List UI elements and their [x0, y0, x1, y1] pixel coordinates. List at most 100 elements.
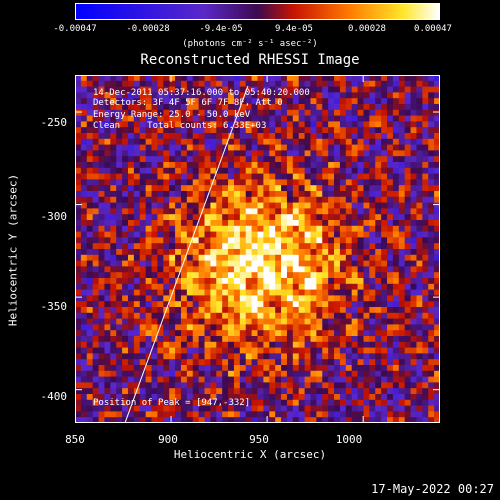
heatmap-cell: [404, 220, 412, 227]
heatmap-cell: [304, 80, 311, 88]
heatmap-cell: [169, 417, 176, 423]
heatmap-cell: [316, 411, 323, 418]
heatmap-cell: [298, 266, 306, 273]
heatmap-cell: [186, 417, 194, 423]
heatmap-cell: [110, 162, 117, 169]
heatmap-cell: [269, 202, 276, 209]
heatmap-cell: [233, 249, 241, 256]
heatmap-cell: [387, 109, 394, 117]
heatmap-cell: [434, 272, 440, 279]
heatmap-cell: [298, 307, 306, 314]
heatmap-cell: [75, 243, 82, 250]
heatmap-cell: [104, 376, 111, 383]
heatmap-cell: [92, 272, 100, 279]
heatmap-cell: [216, 173, 223, 180]
heatmap-cell: [198, 86, 206, 93]
heatmap-cell: [98, 266, 105, 273]
heatmap-cell: [157, 167, 164, 175]
heatmap-cell: [145, 231, 153, 238]
heatmap-cell: [316, 150, 323, 157]
heatmap-cell: [110, 173, 117, 180]
heatmap-cell: [210, 399, 217, 407]
heatmap-cell: [392, 115, 400, 122]
heatmap-cell: [157, 295, 164, 302]
heatmap-cell: [127, 347, 135, 354]
heatmap-cell: [92, 191, 100, 198]
heatmap-cell: [92, 133, 100, 140]
heatmap-cell: [98, 260, 105, 267]
heatmap-cell: [80, 417, 88, 423]
heatmap-cell: [127, 307, 135, 314]
heatmap-cell: [98, 162, 105, 169]
heatmap-cell: [104, 75, 111, 82]
heatmap-cell: [228, 254, 235, 262]
heatmap-cell: [251, 382, 258, 389]
heatmap-cell: [169, 196, 176, 204]
heatmap-cell: [410, 104, 417, 111]
heatmap-cell: [104, 341, 111, 349]
heatmap-cell: [210, 104, 217, 111]
heatmap-cell: [122, 104, 129, 111]
heatmap-cell: [145, 347, 153, 354]
heatmap-cell: [139, 185, 147, 192]
heatmap-cell: [375, 173, 382, 180]
heatmap-cell: [104, 86, 111, 93]
heatmap-cell: [245, 272, 253, 279]
x-axis-label: Heliocentric X (arcsec): [173, 448, 327, 461]
heatmap-cell: [139, 80, 147, 88]
heatmap-cell: [351, 254, 359, 262]
heatmap-cell: [116, 109, 123, 117]
heatmap-cell: [292, 394, 300, 401]
heatmap-cell: [381, 411, 388, 418]
heatmap-cell: [245, 417, 253, 423]
heatmap-cell: [292, 289, 300, 296]
heatmap-cell: [204, 196, 211, 204]
heatmap-cell: [363, 347, 370, 354]
heatmap-cell: [404, 394, 412, 401]
heatmap-cell: [410, 202, 417, 209]
heatmap-cell: [257, 127, 264, 134]
heatmap-cell: [233, 272, 241, 279]
heatmap-cell: [298, 104, 306, 111]
heatmap-cell: [316, 202, 323, 209]
heatmap-cell: [410, 173, 417, 180]
heatmap-cell: [139, 214, 147, 221]
heatmap-cell: [369, 225, 376, 233]
heatmap-cell: [204, 411, 211, 418]
heatmap-cell: [298, 202, 306, 209]
heatmap-cell: [110, 376, 117, 383]
heatmap-cell: [251, 376, 258, 383]
heatmap-cell: [222, 243, 229, 250]
heatmap-cell: [133, 289, 141, 296]
heatmap-cell: [257, 417, 264, 423]
heatmap-cell: [86, 104, 94, 111]
heatmap-cell: [292, 208, 300, 215]
heatmap-cell: [110, 225, 117, 233]
heatmap-cell: [228, 92, 235, 99]
heatmap-cell: [292, 104, 300, 111]
heatmap-cell: [151, 80, 158, 88]
heatmap-cell: [375, 307, 382, 314]
heatmap-cell: [239, 399, 247, 407]
heatmap-cell: [180, 272, 188, 279]
heatmap-cell: [334, 370, 341, 378]
heatmap-cell: [186, 86, 194, 93]
heatmap-cell: [245, 133, 253, 140]
heatmap-cell: [98, 411, 105, 418]
heatmap-cell: [316, 283, 323, 291]
heatmap-cell: [92, 167, 100, 175]
heatmap-cell: [239, 266, 247, 273]
heatmap-cell: [251, 318, 258, 325]
heatmap-cell: [387, 150, 394, 157]
heatmap-cell: [416, 225, 423, 233]
heatmap-cell: [392, 399, 400, 407]
heatmap-cell: [92, 208, 100, 215]
heatmap-cell: [216, 133, 223, 140]
heatmap-cell: [275, 243, 282, 250]
heatmap-cell: [133, 179, 141, 186]
heatmap-cell: [410, 191, 417, 198]
heatmap-cell: [163, 278, 170, 285]
heatmap-cell: [381, 75, 388, 82]
heatmap-cell: [392, 411, 400, 418]
heatmap-cell: [210, 121, 217, 128]
